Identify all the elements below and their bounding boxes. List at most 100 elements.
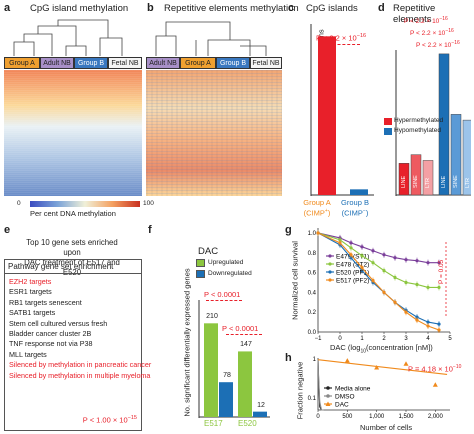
- panel-f-pvalue-2: P < 0.0001: [222, 324, 259, 333]
- gene-set-item: Silenced by methylation in multiple myel…: [9, 370, 151, 380]
- gene-set-list: EZH2 targets ESR1 targets RB1 targets se…: [5, 274, 151, 384]
- heatmap-b: [146, 70, 282, 196]
- h-xtick: 1,500: [398, 414, 414, 420]
- bar-f-category: E517: [204, 419, 223, 428]
- g-xtick: 4: [426, 336, 430, 342]
- fetal-nb-tag: Fetal NB: [108, 57, 142, 69]
- h-series-line: [317, 359, 448, 376]
- panel-b-label: b: [147, 2, 154, 14]
- bar-d-3: [438, 53, 450, 196]
- panel-f-sig-line-1: [206, 300, 242, 301]
- h-legend-label: DMSO: [335, 394, 355, 401]
- bar-d-5: [462, 119, 471, 196]
- bar-f-0-0: [204, 323, 218, 417]
- g-ytick: 0.8: [308, 251, 317, 257]
- g-legend-label: E478 (ST2): [336, 262, 369, 269]
- g-ytick: 0.4: [308, 290, 317, 296]
- heatmap-a: [4, 70, 142, 196]
- panel-c-title: CpG islands: [306, 3, 358, 14]
- gene-set-item: SATB1 targets: [9, 308, 56, 318]
- gene-set-item: TNF response not via P38: [9, 339, 93, 349]
- panel-d-chart: [395, 50, 471, 196]
- panel-e-pvalue: P < 1.00 × 10−15: [82, 414, 137, 425]
- bar-d-label: LINE: [401, 175, 407, 188]
- h-ytick: 0.1: [308, 396, 317, 402]
- panel-g-xlabel: DAC (log10(concentration [nM]): [330, 343, 433, 355]
- bar-f-value: 12: [257, 401, 265, 409]
- colorbar-max: 100: [143, 200, 154, 207]
- gene-set-header: Pathway gene set enrichment: [5, 260, 141, 274]
- panel-c-xcat2: Group B (CIMP−): [341, 198, 369, 218]
- g-xtick: −1: [315, 336, 323, 342]
- panel-c-sig-line: [318, 44, 360, 45]
- g-xtick: 3: [404, 336, 408, 342]
- gene-set-item: EZH2 targets: [9, 277, 52, 286]
- legend-down-swatch: [196, 270, 205, 278]
- gene-set-item: Bladder cancer cluster 2B: [9, 329, 92, 339]
- g-xtick: 1: [360, 336, 364, 342]
- panel-h-xlabel: Number of cells: [360, 423, 413, 432]
- h-series-line: [317, 358, 324, 411]
- legend-hyper-swatch: [384, 118, 392, 125]
- panel-f-label: f: [148, 224, 152, 236]
- bar-f-0-1: [219, 382, 233, 417]
- h-xtick: 1,000: [369, 414, 385, 420]
- gene-set-item: MLL targets: [9, 349, 47, 359]
- legend-hypo-swatch: [384, 128, 392, 135]
- colorbar-label: Per cent DNA methylation: [30, 209, 116, 218]
- panel-g-ylabel: Normalized cell survival: [290, 241, 300, 320]
- bar-d-label: SINE: [413, 175, 419, 188]
- h-legend-label: Media alone: [335, 386, 371, 393]
- bar-d-0: [398, 163, 410, 196]
- g-legend-label: E517 (PF2): [336, 278, 369, 285]
- bar-f-1-1: [253, 411, 267, 417]
- h-xtick: 2,000: [428, 414, 444, 420]
- bar-f-value: 78: [223, 372, 231, 380]
- bar-d-label: LTR: [425, 178, 431, 188]
- panel-d-title: Repetitive elements: [393, 3, 436, 25]
- legend-up-label: Upregulated: [208, 259, 244, 266]
- bar-d-1: [410, 154, 422, 196]
- panel-g-pvalue: P = 0.05: [438, 259, 445, 284]
- panel-d-label: d: [378, 2, 385, 14]
- panel-h-chart: 0 500 1,000 1,500 2,000 0.1 1 Media aloneDMSODA…: [308, 357, 450, 420]
- colorbar-min: 0: [17, 200, 21, 207]
- legend-up-swatch: [196, 259, 205, 267]
- panel-f-ylabel: No. significant differentially expressed…: [182, 268, 192, 417]
- h-xtick: 0: [316, 414, 320, 420]
- panel-d-pvalue-2: P < 2.2 × 10−16: [410, 28, 454, 38]
- panel-f-pvalue-1: P < 0.0001: [204, 290, 241, 299]
- panel-d-pvalue-3: P < 2.2 × 10−16: [416, 40, 460, 50]
- b-adult-nb-tag: Adult NB: [146, 57, 180, 69]
- g-xtick: 2: [382, 336, 386, 342]
- bar-c-1: [350, 189, 368, 195]
- g-legend-label: E520 (PF1): [336, 270, 369, 277]
- panel-a-dendrogram: [13, 19, 123, 56]
- gene-set-item: ESR1 targets: [9, 287, 52, 297]
- g-xtick: 0: [338, 336, 342, 342]
- panel-b-dendrogram: [155, 21, 267, 56]
- panel-g-label: g: [285, 224, 292, 236]
- bar-f-value: 147: [240, 341, 252, 349]
- bar-d-label: LINE: [441, 175, 447, 188]
- panel-a-label: a: [4, 2, 11, 14]
- h-xtick: 500: [342, 414, 353, 420]
- panel-f-title: DAC: [198, 246, 219, 257]
- colorbar: [30, 201, 140, 207]
- bar-d-2: [422, 160, 434, 196]
- bar-f-category: E520: [238, 419, 257, 428]
- h-ytick: 1: [313, 357, 317, 363]
- panel-e-title: Top 10 gene sets enriched upon DAC treatm…: [24, 238, 120, 277]
- h-dac-point: [374, 365, 380, 370]
- panel-c-xcat1: Group A (CIMP+): [303, 198, 331, 218]
- h-legend-label: DAC: [335, 402, 349, 409]
- panel-e-label: e: [4, 224, 11, 236]
- panel-f-sig-line-2: [226, 334, 262, 335]
- h-dac-point: [403, 361, 409, 366]
- panel-h-label: h: [285, 352, 292, 364]
- gene-set-item: RB1 targets senescent: [9, 297, 82, 307]
- b-group-a-tag: Group A: [180, 57, 216, 69]
- g-xtick: 5: [448, 336, 452, 342]
- panel-h-pvalue: P = 4.18 × 10−10: [408, 364, 462, 374]
